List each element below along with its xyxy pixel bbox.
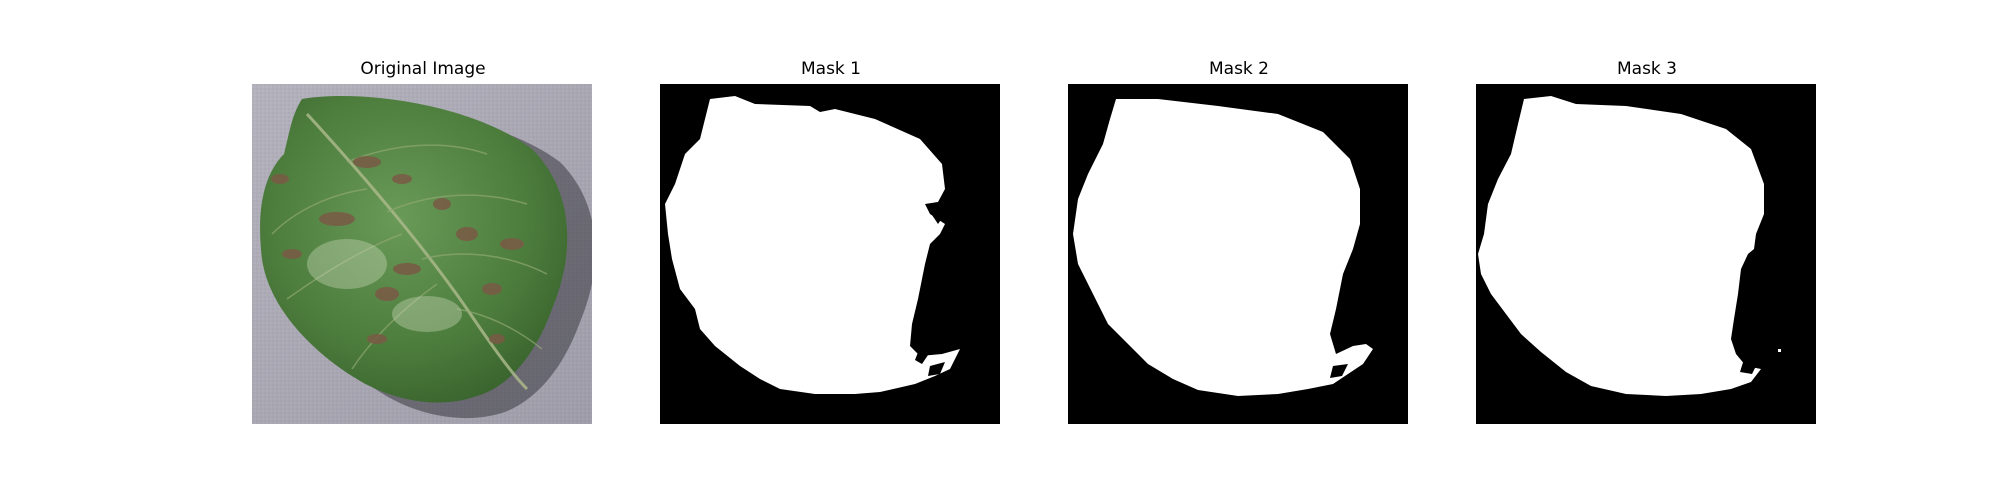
panel-title-mask1: Mask 1 — [660, 57, 1002, 81]
leaf-photo — [252, 84, 592, 424]
panel-title-mask3: Mask 3 — [1476, 57, 1818, 81]
mask-image-1 — [660, 84, 1000, 424]
mask-image-2 — [1068, 84, 1408, 424]
mask-image-3 — [1476, 84, 1816, 424]
panel-mask2: Mask 2 — [1068, 57, 1410, 424]
panel-title-mask2: Mask 2 — [1068, 57, 1410, 81]
panel-title-original: Original Image — [252, 57, 594, 81]
panel-mask1: Mask 1 — [660, 57, 1002, 424]
panel-mask3: Mask 3 — [1476, 57, 1818, 424]
panel-original: Original Image — [252, 57, 594, 424]
